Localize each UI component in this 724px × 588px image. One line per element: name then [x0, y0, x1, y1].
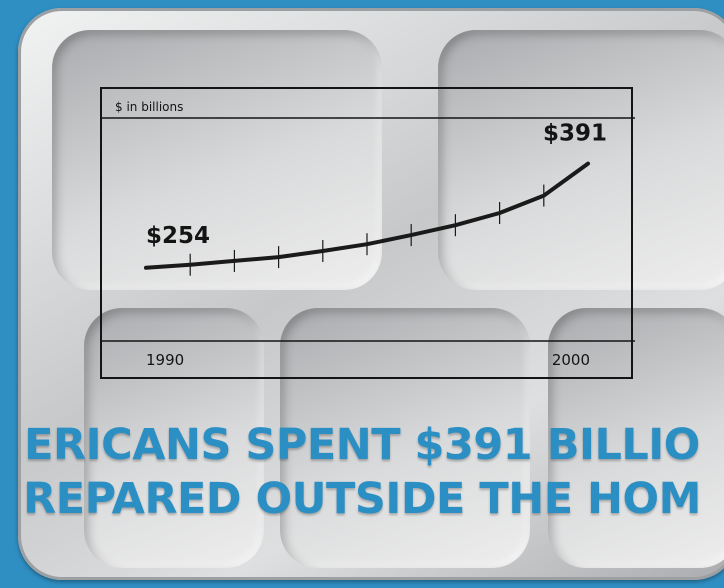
headline-line-2: REPARED OUTSIDE THE HOM	[23, 474, 701, 524]
headline-line-1: ERICANS SPENT $391 BILLIO	[24, 420, 700, 470]
unit-label: $ in billions	[115, 100, 183, 114]
tray-compartment	[438, 30, 724, 290]
line-chart: $ in billions 1990 2000 $254 $391	[100, 87, 635, 379]
value-label-1990: $254	[146, 223, 210, 249]
tray-compartment	[280, 308, 530, 568]
chart-canvas: $ in billions 1990 2000 $254 $391	[102, 100, 635, 369]
tray-compartment	[52, 30, 382, 290]
value-label-2000: $391	[543, 121, 607, 147]
lunch-tray-photo	[18, 8, 724, 580]
tray-compartment	[548, 308, 724, 568]
tray-compartment	[84, 308, 264, 568]
series-line	[144, 161, 590, 270]
x-tick-label-1990: 1990	[146, 351, 184, 369]
x-tick-label-2000: 2000	[552, 351, 590, 369]
